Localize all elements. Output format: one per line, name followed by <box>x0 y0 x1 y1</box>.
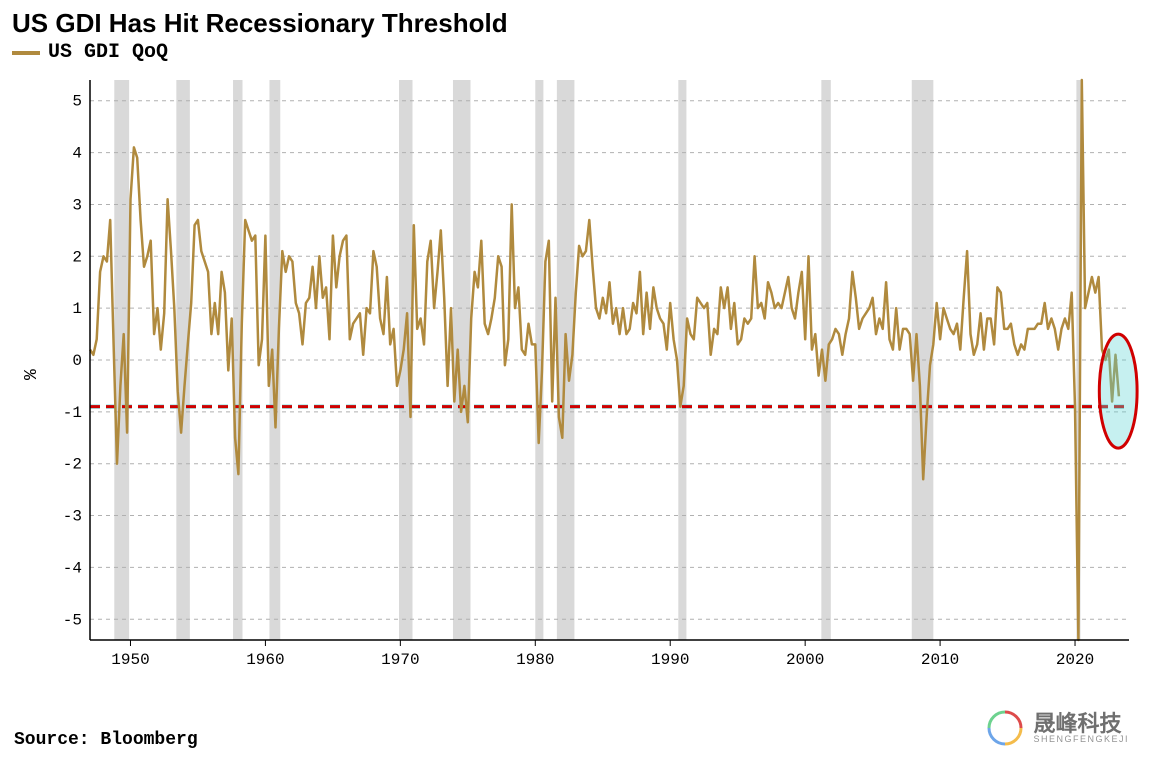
chart-title: US GDI Has Hit Recessionary Threshold <box>0 0 1169 41</box>
svg-text:0: 0 <box>72 352 82 370</box>
svg-text:1960: 1960 <box>246 651 284 669</box>
svg-text:-4: -4 <box>63 559 82 577</box>
svg-text:3: 3 <box>72 196 82 214</box>
svg-text:2000: 2000 <box>786 651 824 669</box>
watermark: 晟峰科技 SHENGFENGKEJI <box>985 708 1129 748</box>
svg-text:-1: -1 <box>63 404 82 422</box>
svg-text:5: 5 <box>72 93 82 111</box>
y-axis-label: % <box>22 369 42 380</box>
svg-text:-5: -5 <box>63 611 82 629</box>
svg-text:1: 1 <box>72 300 82 318</box>
watermark-cn: 晟峰科技 <box>1033 713 1129 735</box>
chart-svg: -5 -4 -3 -2 -1 0 1 2 3 4 5 1950 1960 1970 1980 1990 2000… <box>60 70 1139 680</box>
svg-text:1990: 1990 <box>651 651 689 669</box>
svg-text:1950: 1950 <box>111 651 149 669</box>
legend: US GDI QoQ <box>0 41 1169 70</box>
svg-text:1980: 1980 <box>516 651 554 669</box>
svg-text:4: 4 <box>72 145 82 163</box>
legend-label: US GDI QoQ <box>48 41 168 64</box>
svg-text:-2: -2 <box>63 456 82 474</box>
svg-text:2: 2 <box>72 248 82 266</box>
svg-text:-3: -3 <box>63 508 82 526</box>
watermark-icon <box>985 708 1025 748</box>
source-text: Source: Bloomberg <box>14 730 198 750</box>
watermark-en: SHENGFENGKEJI <box>1033 735 1129 744</box>
svg-text:2010: 2010 <box>921 651 959 669</box>
chart-area: -5 -4 -3 -2 -1 0 1 2 3 4 5 1950 1960 1970 1980 1990 2000… <box>60 70 1139 680</box>
legend-swatch <box>12 51 40 55</box>
svg-text:2020: 2020 <box>1056 651 1094 669</box>
svg-text:1970: 1970 <box>381 651 419 669</box>
